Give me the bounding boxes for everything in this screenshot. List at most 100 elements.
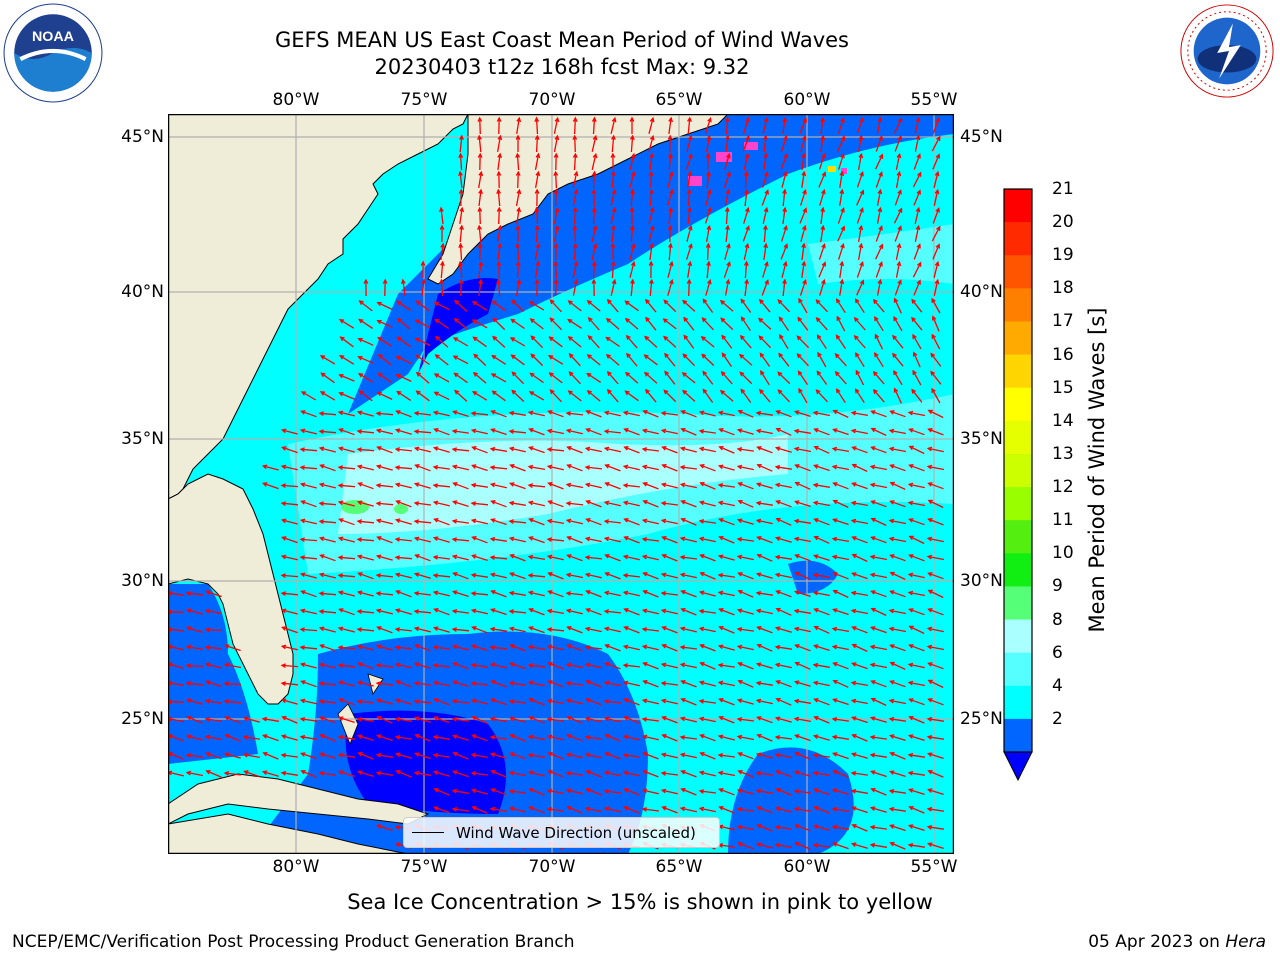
wave-direction-arrowhead	[603, 519, 610, 524]
wave-direction-arrow	[187, 609, 203, 615]
wave-direction-arrowhead	[299, 518, 306, 524]
wave-direction-arrowhead	[892, 334, 897, 340]
wave-direction-arrowhead	[546, 518, 553, 524]
wave-direction-arrowhead	[320, 372, 326, 378]
wave-direction-arrow	[818, 154, 826, 170]
wave-direction-arrowhead	[606, 370, 612, 376]
wave-direction-arrowhead	[641, 734, 648, 740]
wave-direction-arrow	[548, 735, 564, 741]
wave-direction-arrowhead	[888, 698, 895, 704]
wave-direction-arrowhead	[664, 352, 669, 358]
wave-direction-arrow	[649, 154, 653, 170]
wave-direction-arrowhead	[878, 153, 884, 159]
wave-direction-arrow	[491, 500, 507, 508]
wave-direction-arrowhead	[471, 319, 477, 324]
wave-direction-arrowhead	[644, 388, 650, 394]
wave-direction-arrow	[775, 843, 793, 849]
wave-direction-arrowhead	[338, 608, 344, 613]
wave-direction-arrow	[338, 646, 356, 650]
wave-direction-arrowhead	[699, 481, 705, 487]
wave-direction-arrow	[757, 806, 773, 814]
wave-direction-arrow	[301, 609, 317, 615]
wave-direction-arrow	[839, 262, 843, 278]
wave-direction-arrowhead	[840, 117, 845, 123]
wave-direction-arrow	[643, 752, 659, 760]
wave-direction-arrow	[492, 317, 506, 331]
wave-direction-arrow	[566, 663, 584, 669]
wave-direction-arrowhead	[764, 279, 769, 285]
wave-direction-arrowhead	[782, 278, 787, 285]
wave-direction-arrow	[453, 770, 469, 778]
wave-direction-arrowhead	[927, 662, 933, 667]
wave-direction-arrow	[414, 430, 432, 434]
wave-direction-arrowhead	[299, 572, 306, 578]
wave-direction-arrowhead	[721, 352, 727, 358]
wave-direction-arrowhead	[764, 261, 769, 267]
wave-direction-arrowhead	[547, 500, 553, 505]
wave-direction-arrow	[778, 389, 790, 403]
wave-direction-arrow	[492, 336, 506, 348]
wave-direction-arrowhead	[508, 770, 515, 776]
wave-direction-arrowhead	[299, 537, 305, 543]
wave-direction-arrow	[814, 681, 830, 687]
wave-direction-arrow	[814, 536, 830, 544]
wave-direction-arrowhead	[850, 428, 857, 434]
wave-direction-arrowhead	[707, 117, 712, 123]
wave-direction-arrow	[569, 371, 581, 385]
wave-direction-arrow	[816, 317, 828, 331]
wave-direction-arrowhead	[775, 590, 781, 595]
wave-direction-arrowhead	[585, 428, 591, 433]
wave-direction-arrow	[801, 154, 805, 170]
wave-direction-arrowhead	[566, 805, 572, 811]
wave-direction-arrowhead	[850, 842, 857, 847]
wave-direction-arrowhead	[794, 734, 800, 739]
wave-direction-arrowhead	[546, 716, 553, 722]
wave-direction-arrowhead	[204, 645, 211, 650]
wave-direction-arrowhead	[812, 410, 819, 416]
wave-direction-arrowhead	[623, 536, 629, 541]
wave-direction-arrow	[376, 682, 394, 686]
wave-direction-arrow	[320, 537, 336, 543]
wave-direction-arrowhead	[299, 662, 306, 668]
wave-direction-arrow	[491, 628, 507, 632]
wave-direction-arrowhead	[566, 716, 572, 721]
wave-direction-arrow	[738, 645, 754, 651]
wave-direction-arrowhead	[510, 318, 516, 324]
wave-direction-arrowhead	[832, 698, 838, 703]
wave-direction-arrowhead	[496, 188, 501, 194]
wave-direction-arrow	[757, 446, 773, 454]
wave-direction-arrow	[757, 609, 773, 615]
wave-direction-arrow	[776, 698, 792, 706]
wave-direction-arrow	[724, 244, 730, 260]
wave-direction-arrowhead	[300, 752, 306, 757]
wave-direction-arrowhead	[318, 572, 325, 578]
wave-direction-arrowhead	[186, 715, 192, 721]
wave-direction-arrowhead	[318, 662, 325, 668]
wave-direction-arrow	[378, 372, 392, 384]
wave-direction-arrow	[624, 446, 640, 454]
wave-direction-arrowhead	[622, 483, 629, 488]
wave-direction-arrow	[529, 771, 545, 777]
wave-direction-arrowhead	[888, 608, 895, 614]
wave-direction-arrowhead	[185, 608, 192, 614]
wave-direction-arrow	[643, 482, 659, 490]
wave-direction-arrow	[908, 591, 926, 597]
wave-direction-arrowhead	[717, 500, 724, 506]
wave-direction-arrow	[757, 626, 773, 634]
wave-direction-arrow	[358, 501, 374, 507]
wave-direction-arrow	[814, 554, 830, 562]
wave-direction-arrowhead	[432, 663, 439, 668]
wave-direction-arrow	[643, 590, 659, 598]
wave-direction-arrowhead	[774, 806, 781, 812]
wave-direction-arrowhead	[889, 770, 895, 775]
wave-direction-arrow	[357, 448, 375, 452]
wave-direction-arrow	[909, 663, 925, 669]
wave-direction-arrow	[909, 788, 925, 796]
wave-direction-arrowhead	[764, 170, 769, 177]
wave-direction-arrow	[376, 502, 394, 506]
wave-direction-arrowhead	[432, 500, 439, 506]
wave-direction-arrow	[854, 317, 866, 331]
wave-direction-arrowhead	[660, 680, 667, 686]
wave-direction-arrowhead	[736, 698, 743, 704]
wave-direction-arrow	[852, 734, 868, 742]
